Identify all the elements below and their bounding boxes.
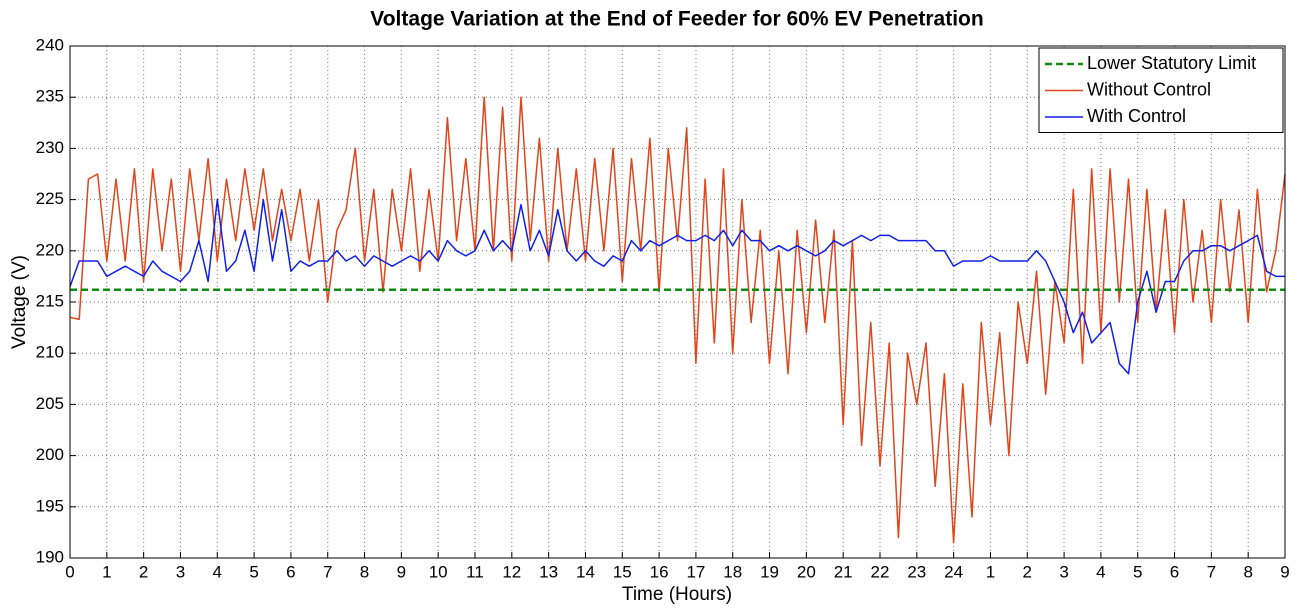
legend-label: Lower Statutory Limit: [1087, 53, 1256, 73]
x-tick-label: 1: [102, 562, 111, 581]
chart-title: Voltage Variation at the End of Feeder f…: [370, 8, 983, 31]
x-tick-label: 14: [576, 562, 595, 581]
x-tick-label: 13: [539, 562, 558, 581]
x-tick-label: 24: [944, 562, 963, 581]
legend-label: Without Control: [1087, 79, 1211, 99]
x-tick-label: 12: [502, 562, 521, 581]
x-tick-label: 10: [429, 562, 448, 581]
x-tick-label: 17: [686, 562, 705, 581]
x-tick-label: 1: [986, 562, 995, 581]
x-tick-label: 9: [1280, 562, 1289, 581]
legend: Lower Statutory Limit Without Control With…: [1038, 47, 1284, 133]
x-tick-label: 15: [613, 562, 632, 581]
x-tick-label: 5: [1133, 562, 1142, 581]
legend-label: With Control: [1087, 106, 1186, 126]
y-axis-label: Voltage (V): [9, 255, 30, 349]
x-tick-label: 18: [723, 562, 742, 581]
x-tick-label: 20: [797, 562, 816, 581]
x-tick-label: 3: [1059, 562, 1068, 581]
y-tick-label: 230: [36, 138, 64, 157]
x-tick-label: 4: [213, 562, 222, 581]
y-tick-label: 220: [36, 240, 64, 259]
x-tick-label: 7: [1207, 562, 1216, 581]
series-line: [69, 96, 1286, 544]
x-tick-label: 4: [1096, 562, 1105, 581]
x-tick-label: 9: [397, 562, 406, 581]
x-tick-label: 8: [1243, 562, 1252, 581]
series-line: [69, 198, 1285, 375]
y-tick-label: 210: [36, 343, 64, 362]
x-tick-label: 6: [1170, 562, 1179, 581]
y-tick-label: 190: [36, 547, 64, 566]
x-tick-label: 5: [249, 562, 258, 581]
x-tick-label: 2: [1023, 562, 1032, 581]
y-tick-label: 240: [36, 35, 64, 54]
x-tick-label: 7: [323, 562, 332, 581]
x-tick-label: 11: [466, 562, 484, 581]
y-tick-label: 225: [36, 189, 64, 208]
x-tick-label: 23: [907, 562, 926, 581]
x-tick-label: 16: [650, 562, 669, 581]
x-tick-label: 2: [139, 562, 148, 581]
y-tick-label: 205: [36, 394, 64, 413]
y-tick-label: 235: [36, 87, 64, 106]
x-tick-label: 21: [834, 562, 853, 581]
y-tick-label: 215: [36, 291, 64, 310]
x-tick-label: 8: [360, 562, 369, 581]
y-tick-label: 200: [36, 445, 64, 464]
plot-frame: [69, 45, 1286, 559]
x-axis-label: Time (Hours): [622, 584, 732, 605]
x-tick-label: 19: [760, 562, 779, 581]
y-tick-label: 195: [36, 496, 64, 515]
x-tick-label: 0: [65, 562, 74, 581]
x-tick-label: 22: [871, 562, 890, 581]
x-tick-label: 3: [176, 562, 185, 581]
x-tick-label: 6: [286, 562, 295, 581]
